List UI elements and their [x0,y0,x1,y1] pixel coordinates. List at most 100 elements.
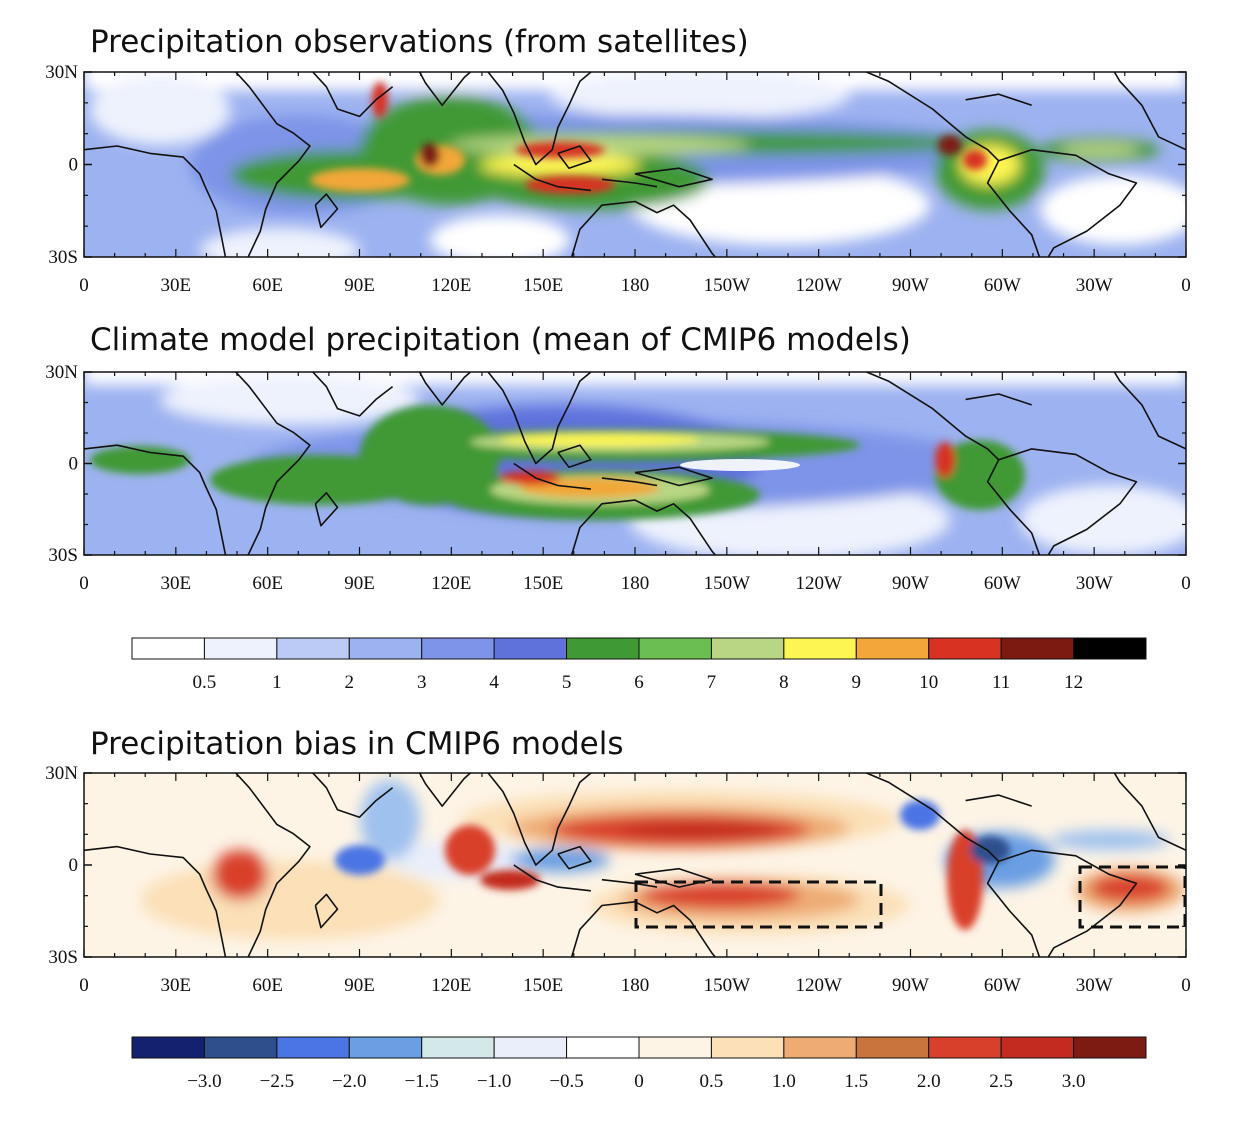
colorbar-precipitation: 0.5 1 2 3 4 5 6 7 8 9 10 11 12 [131,637,1147,693]
colorbar-swatch [131,637,205,660]
lat-tick-label: 0 [69,155,79,176]
lon-tick-label: 150W [704,275,751,296]
lon-tick-label: 150E [523,573,563,594]
colorbar-label: 12 [1064,672,1083,693]
colorbar-swatch [1000,1036,1075,1059]
lat-tick-label: 30N [45,62,78,83]
colorbar-swatch [638,637,712,660]
colorbar-swatch [855,637,930,660]
colorbar-swatch [710,637,785,660]
colorbar-swatch [276,1036,350,1059]
lon-tick-label: 60W [984,975,1021,996]
lon-tick-label: 0 [79,573,89,594]
colorbar-label: 9 [852,672,862,693]
coastline-bias [84,773,1186,957]
colorbar-label: 0.5 [700,1071,724,1092]
map-panel-observations [84,72,1186,257]
colorbar-label: −2.5 [260,1071,294,1092]
lon-tick-label: 120W [795,573,842,594]
lon-tick-label: 30E [161,275,192,296]
colorbars: 0.5 1 2 3 4 5 6 7 8 9 10 11 12−3.0 −2.5 −2.0 −1.5 −1.0 −0… [131,637,1147,1092]
lon-tick-label: 120E [431,275,471,296]
lon-tick-label: 180 [621,275,650,296]
colorbar-swatch [928,637,1002,660]
lon-tick-label: 150E [523,975,563,996]
colorbar-swatch [348,1036,423,1059]
colorbar-swatch [276,637,350,660]
lat-tick-label: 0 [69,454,79,475]
colorbar-label: 7 [707,672,717,693]
lon-tick-label: 60E [252,275,283,296]
colorbar-swatch [421,1036,495,1059]
colorbar-label: 10 [919,672,938,693]
lon-tick-label: 90W [892,975,929,996]
colorbar-bias: −3.0 −2.5 −2.0 −1.5 −1.0 −0.5 0 0.5 1.0 1.5 2.0 2.5… [131,1036,1147,1092]
colorbar-swatch [131,1036,205,1059]
colorbar-swatch [493,1036,568,1059]
lon-tick-label: 150W [704,573,751,594]
colorbar-label: 0.5 [193,672,217,693]
panel-title-bias: Precipitation bias in CMIP6 models [90,726,624,762]
lon-tick-label: 180 [621,573,650,594]
lon-tick-label: 90E [344,975,375,996]
lon-tick-label: 180 [621,975,650,996]
region-box-atlantic [1078,865,1186,929]
colorbar-label: −1.0 [477,1071,511,1092]
lat-tick-label: 30N [45,362,78,383]
lat-tick-label: 0 [69,855,79,876]
coastline-model [84,372,1186,555]
colorbar-swatch [203,1036,278,1059]
colorbar-label: 0 [634,1071,644,1092]
lon-tick-label: 0 [1181,275,1191,296]
colorbar-swatch [348,637,423,660]
map-panel-model [84,372,1186,555]
colorbar-label: 8 [779,672,789,693]
coastlines [84,72,1186,957]
colorbar-label: −0.5 [549,1071,583,1092]
coastline-observations [84,72,1186,257]
lon-tick-label: 90E [344,573,375,594]
lon-tick-label: 0 [79,275,89,296]
colorbar-swatch [566,637,640,660]
colorbar-swatch [710,1036,785,1059]
lon-tick-label: 120E [431,975,471,996]
colorbar-label: 4 [489,672,499,693]
lon-tick-label: 30W [1076,275,1113,296]
colorbar-swatch [783,637,857,660]
lon-tick-label: 150E [523,275,563,296]
lat-tick-label: 30S [48,545,78,566]
colorbar-label: 3.0 [1062,1071,1086,1092]
colorbar-swatch [1073,637,1147,660]
lon-tick-label: 120E [431,573,471,594]
panel-title-model: Climate model precipitation (mean of CMI… [90,322,911,358]
colorbar-label: 1 [272,672,282,693]
colorbar-swatch [855,1036,930,1059]
lon-tick-label: 30E [161,573,192,594]
region-box-pacific [634,880,883,929]
colorbar-label: 11 [992,672,1010,693]
lon-tick-label: 150W [704,975,751,996]
lon-tick-label: 120W [795,275,842,296]
lon-tick-label: 60E [252,975,283,996]
lon-tick-label: 30W [1076,573,1113,594]
colorbar-swatch [203,637,278,660]
colorbar-swatch [1073,1036,1147,1059]
colorbar-label: 1.0 [772,1071,796,1092]
colorbar-label: 2 [345,672,355,693]
colorbar-swatch [566,1036,640,1059]
lon-tick-label: 30W [1076,975,1113,996]
colorbar-label: −3.0 [187,1071,221,1092]
colorbar-swatch [493,637,568,660]
colorbar-label: 6 [634,672,644,693]
colorbar-label: 2.0 [917,1071,941,1092]
map-panel-bias [84,773,1186,957]
colorbar-swatch [421,637,495,660]
lon-tick-label: 60E [252,573,283,594]
lat-tick-label: 30S [48,947,78,968]
colorbar-label: 3 [417,672,427,693]
